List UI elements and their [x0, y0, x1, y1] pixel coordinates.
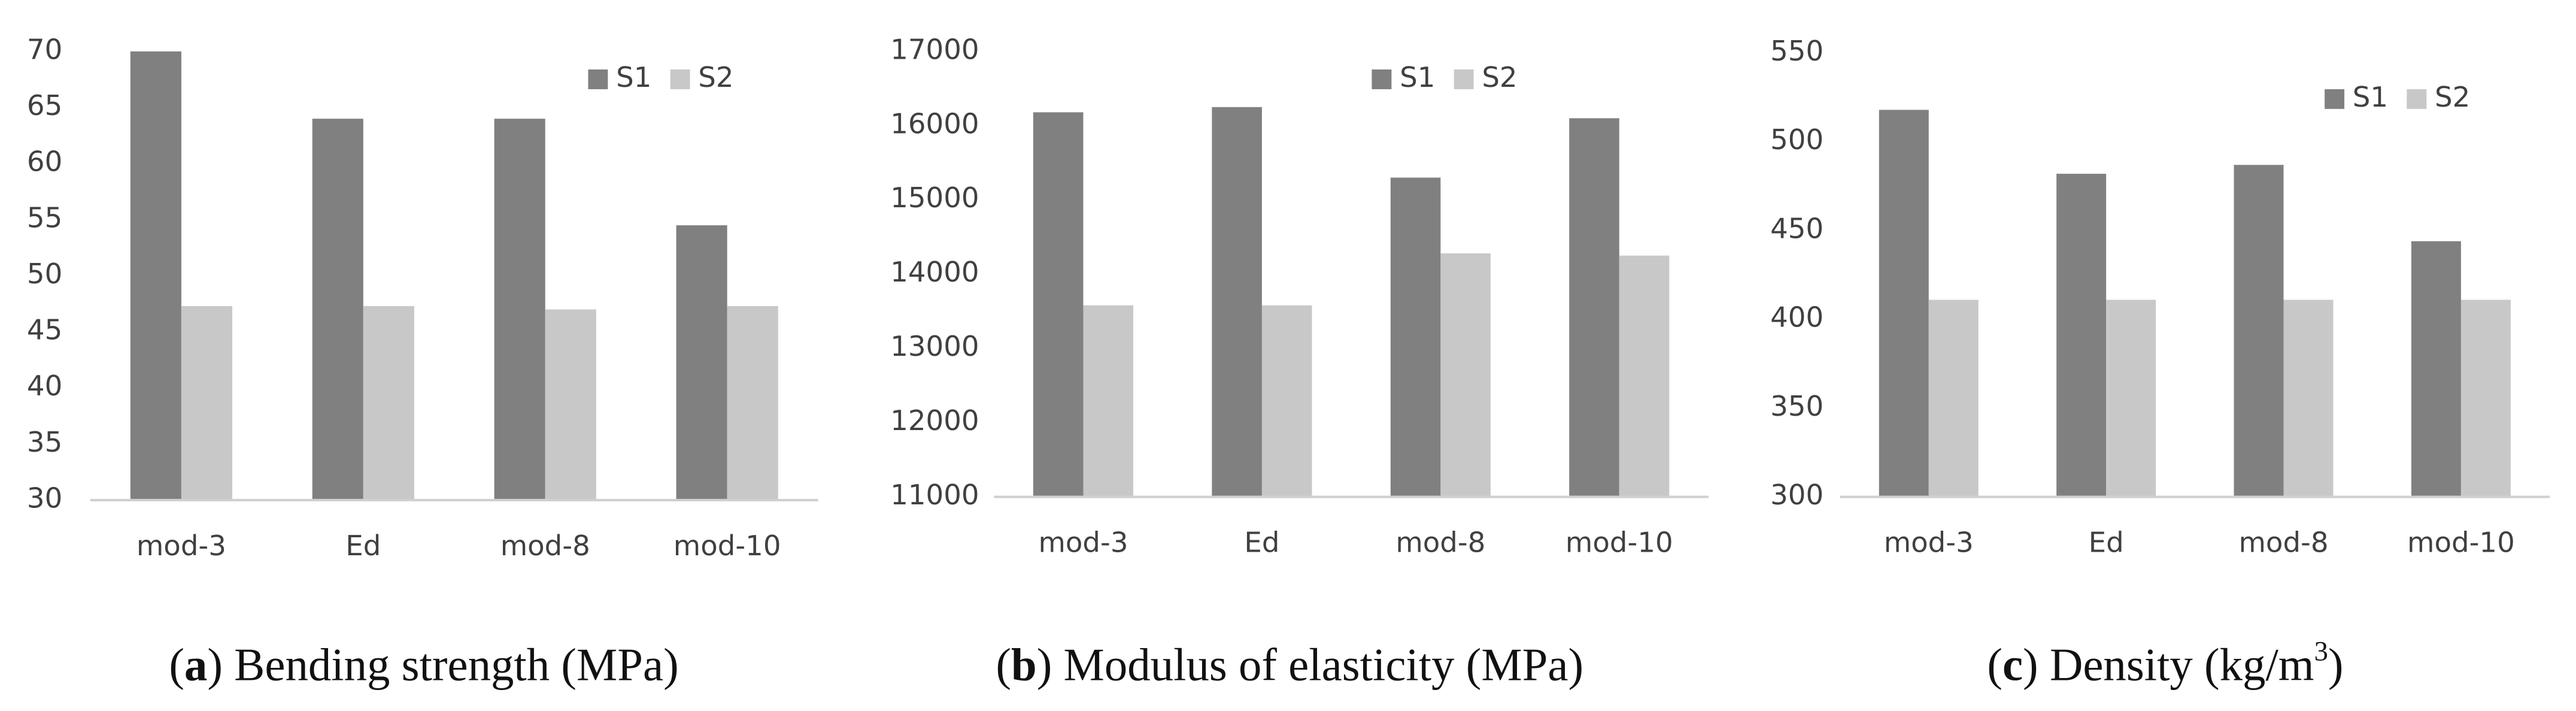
bar: [1083, 305, 1134, 497]
y-tick-label: 300: [1770, 479, 1823, 512]
y-tick-label: 11000: [890, 479, 979, 512]
bar: [181, 305, 232, 500]
y-tick-label: 65: [27, 90, 62, 122]
bar: [1033, 112, 1084, 497]
caption-part: a: [184, 639, 207, 690]
y-tick-label: 50: [27, 258, 62, 291]
y-tick-label: 16000: [890, 108, 979, 140]
x-tick-label: mod-10: [1565, 527, 1673, 559]
bar: [727, 305, 778, 500]
y-tick-label: 70: [27, 34, 62, 66]
bar: [2411, 241, 2461, 497]
bar: [2283, 299, 2334, 497]
x-tick-label: mod-3: [136, 530, 226, 562]
y-tick-label: 45: [27, 314, 62, 347]
y-tick-label: 500: [1770, 124, 1823, 156]
y-tick-label: 13000: [890, 331, 979, 363]
caption: (b) Modulus of elasticity (MPa): [996, 639, 1583, 690]
caption-part: c: [2002, 639, 2023, 690]
caption-part: (: [1987, 639, 2002, 690]
x-tick-label: mod-8: [2238, 527, 2328, 559]
bar: [2234, 165, 2284, 497]
legend-swatch: [1454, 69, 1474, 89]
x-tick-label: mod-10: [673, 530, 781, 562]
x-tick-label: mod-8: [1395, 527, 1485, 559]
x-tick-label: mod-3: [1038, 527, 1128, 559]
caption-part: b: [1011, 639, 1037, 690]
legend-swatch: [2407, 89, 2427, 109]
y-tick-label: 55: [27, 202, 62, 234]
bar: [494, 119, 545, 500]
y-tick-label: 550: [1770, 35, 1823, 68]
caption-part: (: [996, 639, 1011, 690]
caption-part: ) Density (kg/m: [2023, 639, 2314, 690]
y-tick-label: 12000: [890, 405, 979, 437]
y-tick-label: 60: [27, 146, 62, 178]
y-tick-label: 350: [1770, 391, 1823, 423]
bar: [545, 309, 596, 500]
y-tick-label: 400: [1770, 302, 1823, 334]
bar: [1440, 253, 1491, 497]
bar: [1879, 110, 1929, 497]
bar: [676, 225, 727, 500]
y-tick-label: 35: [27, 426, 62, 459]
caption-part: 3: [2314, 636, 2328, 667]
legend-label: S1: [616, 62, 651, 94]
x-tick-label: Ed: [2089, 527, 2124, 559]
legend-swatch: [588, 69, 608, 89]
bar: [1619, 255, 1670, 497]
y-tick-label: 40: [27, 370, 62, 403]
legend-label: S2: [2435, 81, 2470, 114]
legend-label: S2: [1482, 62, 1517, 94]
bar: [363, 305, 414, 500]
caption: (a) Bending strength (MPa): [169, 639, 678, 690]
x-tick-label: mod-3: [1884, 527, 1974, 559]
bar: [1261, 305, 1312, 497]
x-tick-label: Ed: [345, 530, 381, 562]
y-tick-label: 14000: [890, 256, 979, 289]
caption: (c) Density (kg/m3): [1987, 636, 2343, 690]
bar: [1928, 299, 1979, 497]
y-tick-label: 15000: [890, 182, 979, 214]
bar: [1212, 107, 1262, 497]
caption-part: ) Bending strength (MPa): [207, 639, 678, 690]
x-tick-label: mod-10: [2407, 527, 2515, 559]
caption-part: (: [169, 639, 184, 690]
legend-label: S2: [698, 62, 733, 94]
bar: [130, 51, 181, 500]
x-tick-label: Ed: [1244, 527, 1279, 559]
y-tick-label: 17000: [890, 34, 979, 66]
legend-label: S1: [2353, 81, 2388, 114]
legend-swatch: [1372, 69, 1392, 89]
y-tick-label: 450: [1770, 213, 1823, 245]
y-tick-label: 30: [27, 482, 62, 515]
legend-swatch: [670, 69, 690, 89]
bar: [2056, 174, 2107, 497]
bar: [312, 119, 363, 500]
legend-label: S1: [1400, 62, 1435, 94]
bar: [1569, 118, 1619, 497]
bar: [2106, 299, 2156, 497]
legend-swatch: [2325, 89, 2345, 109]
bar: [1390, 177, 1441, 497]
caption-part: ) Modulus of elasticity (MPa): [1037, 639, 1583, 690]
bar: [2460, 299, 2511, 497]
x-tick-label: mod-8: [500, 530, 590, 562]
caption-part: ): [2328, 639, 2344, 690]
